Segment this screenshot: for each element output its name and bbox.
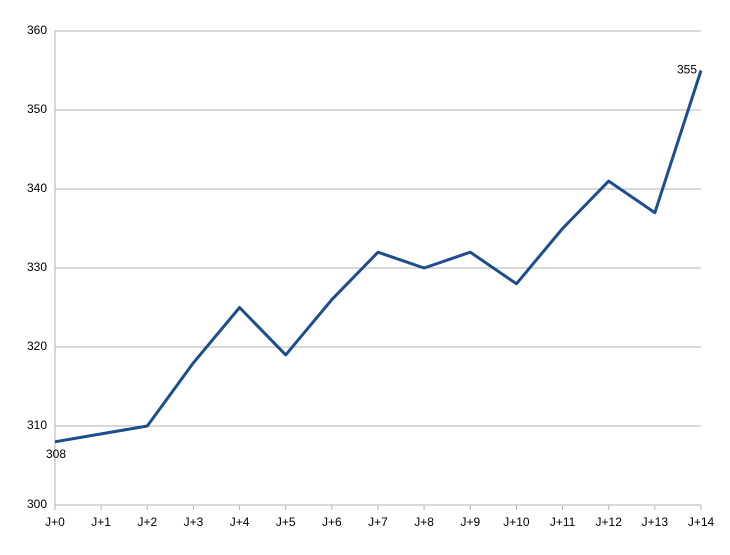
x-tick-label: J+6 (322, 515, 342, 529)
y-tick-label: 350 (27, 102, 47, 116)
data-label: 355 (677, 63, 697, 77)
x-tick-label: J+8 (414, 515, 434, 529)
y-tick-label: 360 (27, 23, 47, 37)
x-tick-label: J+4 (230, 515, 250, 529)
y-tick-label: 330 (27, 260, 47, 274)
y-tick-label: 340 (27, 181, 47, 195)
x-tick-label: J+11 (550, 515, 576, 529)
x-tick-label: J+12 (596, 515, 623, 529)
x-tick-label: J+2 (137, 515, 157, 529)
y-tick-label: 320 (27, 339, 47, 353)
x-tick-label: J+9 (460, 515, 480, 529)
x-tick-label: J+14 (688, 515, 715, 529)
x-tick-label: J+7 (368, 515, 388, 529)
line-series (54, 70, 703, 444)
data-label: 308 (46, 447, 66, 461)
x-tick-label: J+13 (642, 515, 669, 529)
x-tick-label: J+3 (184, 515, 204, 529)
y-tick-label: 300 (27, 497, 47, 511)
y-tick-label: 310 (27, 418, 47, 432)
x-tick-label: J+0 (45, 515, 65, 529)
x-tick-label: J+1 (91, 515, 111, 529)
x-tick-label: J+10 (503, 515, 530, 529)
x-tick-label: J+5 (276, 515, 296, 529)
